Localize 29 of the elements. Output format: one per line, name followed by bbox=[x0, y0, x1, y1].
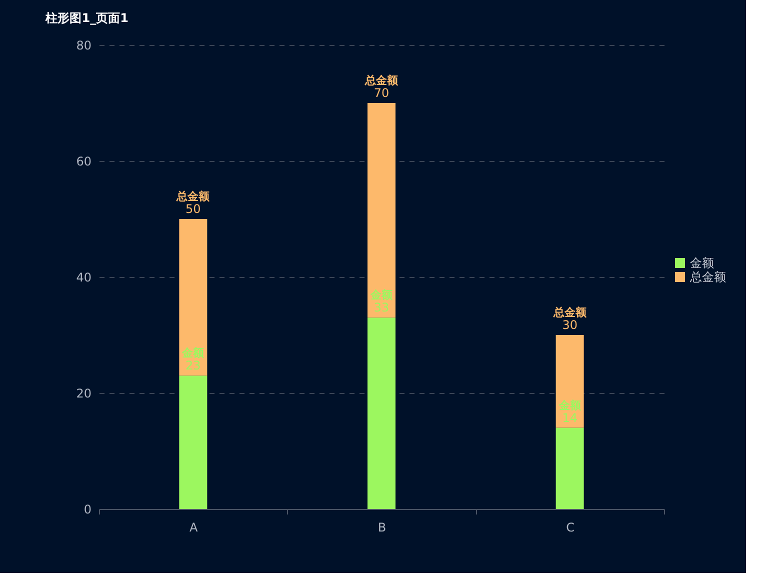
bar bbox=[556, 428, 584, 509]
data-label: 14 bbox=[562, 410, 578, 425]
total-label: 30 bbox=[562, 318, 578, 332]
text: 总金额 bbox=[553, 306, 586, 319]
chart-title: 柱形图1_页面1 bbox=[44, 11, 128, 25]
x-tick-label: C bbox=[566, 520, 575, 534]
bar bbox=[179, 376, 208, 509]
y-tick-label: 80 bbox=[76, 38, 92, 52]
data-label: 33 bbox=[374, 300, 390, 315]
text: 总金额 bbox=[365, 74, 398, 87]
text: 金额 bbox=[182, 346, 204, 360]
bar bbox=[368, 318, 396, 509]
data-label: 23 bbox=[186, 358, 201, 373]
text: 金额 bbox=[558, 398, 581, 412]
legend-label: 总金额 bbox=[689, 270, 726, 284]
y-tick-label: 40 bbox=[76, 270, 92, 284]
y-tick-label: 20 bbox=[76, 386, 92, 400]
total-label: 70 bbox=[374, 86, 390, 100]
bar bbox=[368, 103, 396, 318]
total-label: 50 bbox=[186, 202, 201, 216]
y-tick-label: 60 bbox=[76, 154, 92, 168]
text: 总金额 bbox=[176, 190, 210, 203]
x-tick-label: B bbox=[378, 520, 386, 534]
text: 金额 bbox=[370, 288, 392, 302]
x-tick-label: A bbox=[190, 520, 199, 534]
bar bbox=[556, 335, 584, 428]
bar bbox=[179, 219, 208, 376]
legend-label: 金额 bbox=[690, 256, 714, 270]
y-tick-label: 0 bbox=[84, 502, 92, 516]
